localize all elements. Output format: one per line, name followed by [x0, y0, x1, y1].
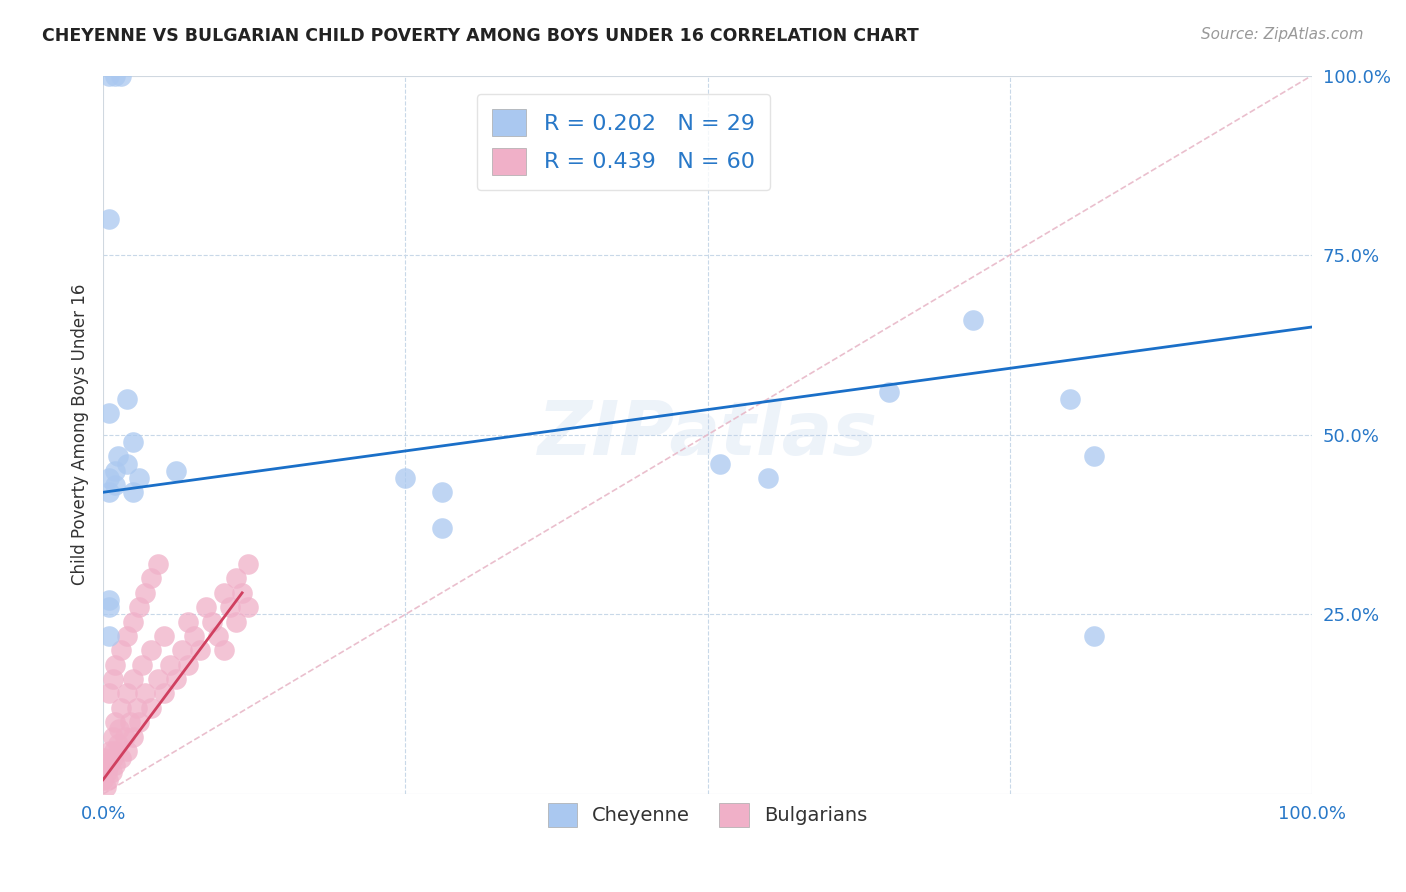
- Point: [98, 212, 121, 227]
- Text: Source: ZipAtlas.com: Source: ZipAtlas.com: [1201, 27, 1364, 42]
- Y-axis label: Child Poverty Among Boys Under 16: Child Poverty Among Boys Under 16: [72, 284, 89, 585]
- Point: [756, 471, 779, 485]
- Point: [98, 485, 121, 500]
- Point: [97, 772, 120, 787]
- Point: [183, 629, 205, 643]
- Point: [98, 686, 121, 700]
- Point: [128, 471, 150, 485]
- Point: [117, 744, 139, 758]
- Point: [394, 471, 416, 485]
- Point: [91, 772, 114, 787]
- Point: [100, 744, 122, 758]
- Point: [212, 586, 235, 600]
- Point: [107, 450, 129, 464]
- Point: [98, 69, 121, 83]
- Point: [134, 686, 156, 700]
- Point: [104, 715, 127, 730]
- Point: [98, 600, 121, 615]
- Point: [212, 643, 235, 657]
- Point: [430, 485, 453, 500]
- Point: [117, 686, 139, 700]
- Point: [128, 600, 150, 615]
- Point: [131, 657, 153, 672]
- Point: [96, 765, 118, 780]
- Point: [709, 457, 731, 471]
- Point: [107, 737, 129, 751]
- Point: [122, 434, 145, 449]
- Point: [238, 600, 260, 615]
- Point: [104, 657, 127, 672]
- Point: [225, 572, 247, 586]
- Point: [1083, 629, 1105, 643]
- Point: [118, 715, 141, 730]
- Point: [101, 751, 124, 765]
- Point: [122, 730, 145, 744]
- Point: [101, 672, 124, 686]
- Point: [117, 457, 139, 471]
- Point: [100, 765, 122, 780]
- Point: [98, 471, 121, 485]
- Point: [141, 572, 163, 586]
- Point: [177, 615, 200, 629]
- Text: ZIPatlas: ZIPatlas: [537, 399, 877, 471]
- Point: [165, 672, 187, 686]
- Point: [98, 758, 121, 772]
- Point: [98, 593, 121, 607]
- Legend: Cheyenne, Bulgarians: Cheyenne, Bulgarians: [540, 796, 875, 835]
- Point: [207, 629, 229, 643]
- Point: [146, 672, 169, 686]
- Point: [159, 657, 181, 672]
- Point: [141, 643, 163, 657]
- Point: [1083, 450, 1105, 464]
- Point: [188, 643, 211, 657]
- Point: [238, 557, 260, 571]
- Point: [219, 600, 242, 615]
- Point: [231, 586, 253, 600]
- Point: [201, 615, 224, 629]
- Point: [94, 780, 117, 794]
- Point: [177, 657, 200, 672]
- Point: [122, 615, 145, 629]
- Point: [165, 464, 187, 478]
- Point: [104, 478, 127, 492]
- Point: [98, 406, 121, 420]
- Point: [110, 643, 132, 657]
- Point: [877, 384, 900, 399]
- Point: [194, 600, 217, 615]
- Point: [152, 629, 174, 643]
- Point: [114, 730, 136, 744]
- Point: [122, 672, 145, 686]
- Point: [108, 723, 131, 737]
- Text: CHEYENNE VS BULGARIAN CHILD POVERTY AMONG BOYS UNDER 16 CORRELATION CHART: CHEYENNE VS BULGARIAN CHILD POVERTY AMON…: [42, 27, 920, 45]
- Point: [91, 751, 114, 765]
- Point: [104, 69, 127, 83]
- Point: [225, 615, 247, 629]
- Point: [430, 521, 453, 535]
- Point: [117, 629, 139, 643]
- Point: [1059, 392, 1081, 406]
- Point: [125, 701, 148, 715]
- Point: [141, 701, 163, 715]
- Point: [128, 715, 150, 730]
- Point: [146, 557, 169, 571]
- Point: [104, 758, 127, 772]
- Point: [101, 730, 124, 744]
- Point: [152, 686, 174, 700]
- Point: [110, 701, 132, 715]
- Point: [103, 744, 125, 758]
- Point: [117, 392, 139, 406]
- Point: [110, 69, 132, 83]
- Point: [122, 485, 145, 500]
- Point: [110, 751, 132, 765]
- Point: [98, 629, 121, 643]
- Point: [104, 464, 127, 478]
- Point: [134, 586, 156, 600]
- Point: [962, 313, 984, 327]
- Point: [170, 643, 193, 657]
